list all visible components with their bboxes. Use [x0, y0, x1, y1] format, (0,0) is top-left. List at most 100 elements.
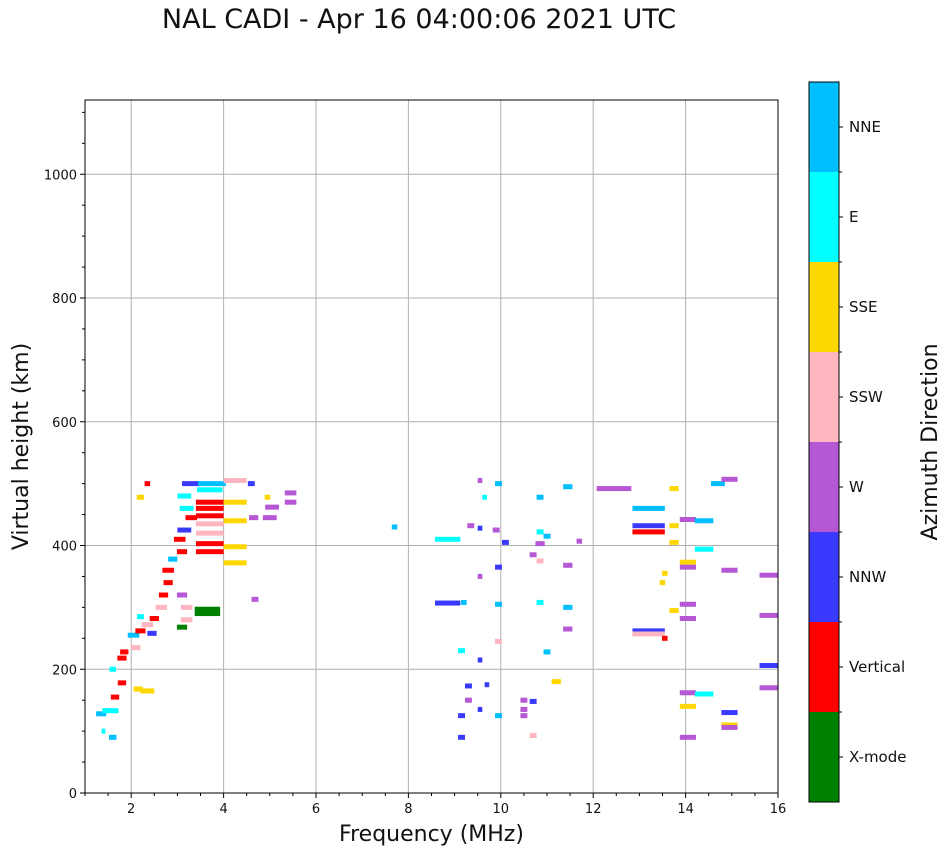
echo-mark: [195, 530, 224, 536]
echo-mark: [180, 617, 193, 623]
colorbar-label: SSW: [849, 388, 883, 406]
echo-mark: [223, 478, 247, 484]
echo-mark: [477, 525, 483, 531]
echo-mark: [195, 521, 224, 527]
echo-mark: [101, 728, 106, 734]
x-tick-label: 12: [585, 802, 602, 817]
echo-mark: [495, 638, 502, 644]
echo-mark: [251, 596, 259, 602]
x-axis-label: Frequency (MHz): [339, 822, 524, 847]
colorbar-swatch: [809, 172, 839, 262]
echo-mark: [679, 559, 696, 565]
echo-mark: [632, 523, 665, 529]
echo-mark: [492, 527, 500, 533]
echo-mark: [158, 592, 169, 598]
echo-mark: [632, 628, 665, 634]
echo-mark: [721, 724, 738, 730]
x-tick-label: 10: [493, 802, 510, 817]
echo-mark: [265, 504, 280, 510]
echo-mark: [669, 607, 679, 613]
colorbar-label: NNE: [849, 118, 881, 136]
echo-mark: [198, 481, 226, 487]
echo-mark: [679, 690, 696, 696]
echo-mark: [495, 713, 502, 719]
y-tick-label: 600: [52, 416, 77, 431]
echo-mark: [669, 486, 679, 492]
echo-mark: [284, 499, 297, 505]
colorbar-swatch: [809, 352, 839, 442]
echo-mark: [185, 515, 198, 521]
echo-mark: [721, 710, 738, 716]
y-axis-label: Virtual height (km): [9, 343, 34, 550]
echo-mark: [759, 572, 778, 578]
echo-mark: [659, 580, 666, 586]
echo-mark: [520, 697, 528, 703]
echo-mark: [662, 635, 668, 641]
echo-mark: [223, 518, 247, 524]
echo-mark: [495, 564, 502, 570]
echo-mark: [102, 708, 119, 714]
echo-mark: [162, 567, 174, 573]
echo-mark: [477, 657, 483, 663]
echo-mark: [464, 683, 472, 689]
echo-mark: [96, 711, 107, 717]
echo-mark: [176, 592, 188, 598]
x-tick-label: 8: [404, 802, 412, 817]
echo-mark: [195, 505, 224, 511]
y-tick-label: 200: [52, 663, 77, 678]
echo-mark: [721, 476, 738, 482]
echo-mark: [484, 682, 490, 688]
echo-mark: [180, 604, 193, 610]
echo-mark: [109, 666, 116, 672]
echo-mark: [501, 539, 509, 545]
y-tick-label: 400: [52, 540, 77, 555]
echo-mark: [563, 604, 573, 610]
echo-mark: [223, 560, 247, 566]
echo-mark: [110, 694, 120, 700]
echo-mark: [141, 622, 154, 628]
echo-mark: [262, 515, 277, 521]
colorbar-label: Vertical: [849, 658, 905, 676]
echo-mark: [495, 481, 502, 487]
echo-mark: [679, 601, 696, 607]
y-tick-label: 0: [69, 787, 77, 802]
echo-mark: [163, 580, 173, 586]
colorbar-title: Azimuth Direction: [918, 343, 943, 540]
echo-mark: [520, 706, 528, 712]
echo-mark: [482, 494, 487, 500]
echo-mark: [536, 529, 544, 535]
echo-mark: [464, 697, 472, 703]
x-tick-label: 2: [127, 802, 135, 817]
echo-mark: [131, 645, 141, 651]
y-tick-label: 800: [52, 292, 77, 307]
echo-mark: [477, 573, 483, 579]
echo-mark: [195, 499, 224, 505]
echo-mark: [176, 624, 188, 630]
chart-title: NAL CADI - Apr 16 04:00:06 2021 UTC: [161, 4, 677, 35]
echo-mark: [694, 518, 714, 524]
echo-mark: [176, 549, 188, 555]
echo-mark: [155, 604, 168, 610]
echo-mark: [694, 546, 714, 552]
echo-mark: [563, 484, 573, 490]
y-tick-label: 1000: [44, 168, 77, 183]
echo-mark: [759, 685, 778, 691]
x-tick-label: 14: [677, 802, 694, 817]
echo-mark: [679, 616, 696, 622]
echo-mark: [197, 487, 223, 493]
echo-mark: [182, 481, 201, 487]
colorbar-swatch: [809, 532, 839, 622]
colorbar-swatch: [809, 442, 839, 532]
echo-mark: [543, 533, 551, 539]
echo-mark: [194, 606, 221, 612]
plot-frame: [84, 99, 779, 794]
echo-mark: [679, 734, 696, 740]
echo-mark: [179, 505, 194, 511]
echo-mark: [195, 549, 224, 555]
echo-mark: [495, 601, 502, 607]
echo-mark: [284, 490, 297, 496]
echo-mark: [136, 494, 145, 500]
echo-mark: [434, 600, 461, 606]
colorbar-label: NNW: [849, 568, 886, 586]
